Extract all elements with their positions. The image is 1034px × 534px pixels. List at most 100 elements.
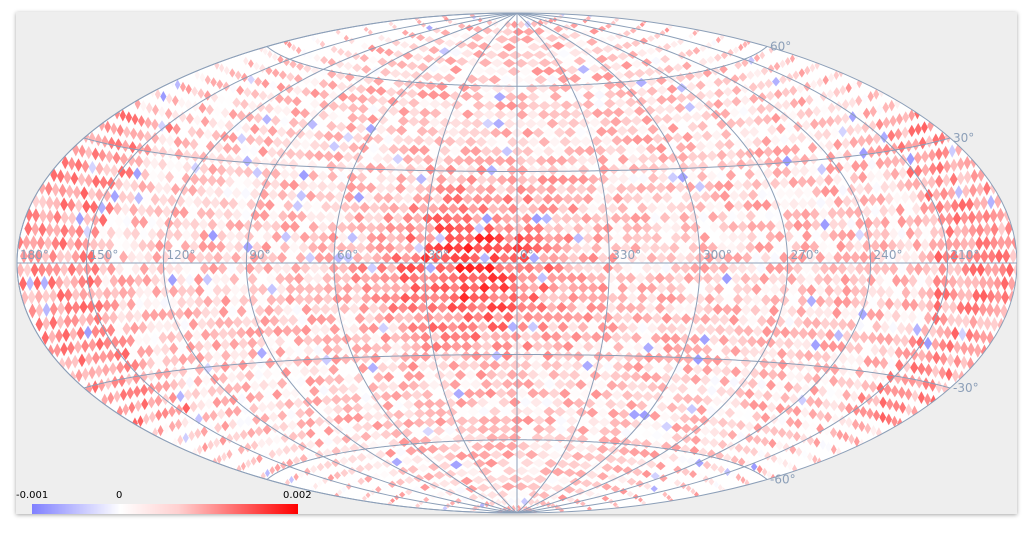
- sky-pixel: [464, 262, 476, 274]
- sky-pixel: [872, 262, 882, 276]
- sky-pixel: [586, 154, 599, 166]
- sky-pixel: [326, 160, 337, 172]
- sky-pixel: [365, 222, 377, 234]
- sky-pixel: [268, 411, 279, 423]
- sky-pixel: [704, 180, 715, 192]
- sky-pixel: [932, 351, 941, 365]
- sky-pixel: [32, 207, 40, 223]
- sky-pixel: [189, 218, 200, 231]
- sky-pixel: [174, 79, 181, 90]
- sky-pixel: [975, 209, 984, 225]
- sky-pixel: [240, 461, 246, 471]
- sky-pixel: [298, 169, 309, 181]
- sky-pixel: [795, 447, 803, 457]
- sky-pixel: [501, 146, 513, 157]
- sky-pixel: [412, 154, 424, 165]
- sky-pixel: [299, 108, 310, 119]
- sky-pixel: [319, 100, 330, 110]
- sky-pixel: [77, 172, 86, 187]
- sky-pixel: [532, 458, 546, 468]
- sky-pixel: [704, 79, 715, 89]
- sky-pixel: [300, 324, 312, 336]
- sky-pixel: [314, 375, 326, 386]
- sky-pixel: [143, 413, 150, 425]
- sky-pixel: [602, 44, 614, 53]
- sky-pixel: [626, 125, 639, 136]
- sky-pixel: [91, 147, 100, 161]
- sky-pixel: [98, 324, 108, 338]
- sky-pixel: [527, 321, 539, 333]
- sky-pixel: [934, 250, 943, 264]
- sky-pixel: [560, 331, 572, 343]
- sky-pixel: [964, 288, 973, 303]
- sky-pixel: [776, 456, 784, 466]
- sky-pixel: [587, 174, 599, 185]
- sky-pixel: [580, 331, 592, 343]
- sky-pixel: [483, 475, 498, 484]
- sky-pixel: [327, 221, 338, 233]
- sky-pixel: [662, 362, 674, 374]
- sky-pixel: [686, 403, 698, 415]
- sky-pixel: [67, 262, 77, 277]
- sky-pixel: [743, 409, 753, 421]
- sky-pixel: [689, 414, 700, 425]
- sky-pixel: [541, 397, 553, 408]
- sky-pixel: [487, 272, 499, 284]
- sky-pixel: [582, 232, 594, 244]
- sky-pixel: [235, 262, 246, 275]
- sky-pixel: [233, 176, 244, 189]
- sky-pixel: [554, 379, 566, 390]
- sky-pixel: [173, 262, 184, 275]
- sky-pixel: [812, 105, 821, 117]
- sky-pixel: [533, 498, 541, 507]
- sky-pixel: [978, 302, 987, 317]
- sky-pixel: [244, 369, 255, 382]
- sky-pixel: [570, 82, 583, 92]
- sky-pixel: [769, 283, 781, 296]
- sky-pixel: [268, 80, 278, 91]
- sky-pixel: [179, 81, 186, 93]
- sky-pixel: [840, 307, 851, 320]
- sky-pixel: [719, 375, 730, 387]
- sky-pixel: [896, 113, 904, 126]
- sky-pixel: [229, 360, 239, 372]
- sky-pixel: [632, 467, 643, 477]
- sky-pixel: [572, 341, 584, 352]
- sky-pixel: [635, 96, 647, 107]
- sky-pixel: [688, 242, 699, 254]
- sky-pixel: [340, 353, 352, 365]
- sky-pixel: [317, 180, 328, 192]
- sky-pixel: [438, 461, 452, 471]
- sky-pixel: [908, 335, 917, 349]
- sky-pixel: [816, 163, 827, 176]
- sky-pixel: [24, 221, 33, 237]
- sky-pixel: [413, 399, 425, 410]
- sky-pixel: [708, 416, 719, 427]
- sky-pixel: [545, 155, 558, 166]
- sky-pixel: [827, 240, 837, 253]
- sky-pixel: [642, 192, 653, 204]
- sky-pixel: [304, 407, 315, 418]
- sky-pixel: [360, 332, 372, 344]
- sky-pixel: [31, 221, 40, 237]
- sky-pixel: [542, 193, 554, 205]
- sky-pixel: [876, 332, 886, 345]
- sky-pixel: [730, 455, 739, 465]
- sky-pixel: [464, 232, 475, 244]
- sky-pixel: [513, 223, 525, 234]
- sky-pixel: [878, 369, 888, 382]
- sky-pixel: [327, 231, 339, 244]
- sky-pixel: [833, 70, 840, 81]
- hammer-aitoff-sky-map[interactable]: 180° 150° 120° 90° 60° 30° 0° 330° 300° 270° 240° 2…: [16, 12, 1017, 514]
- sky-pixel: [360, 42, 369, 50]
- sky-pixel: [801, 119, 811, 131]
- sky-pixel: [666, 402, 678, 413]
- sky-pixel: [324, 374, 335, 386]
- longitude-label: 240°: [874, 248, 903, 262]
- sky-pixel: [946, 339, 955, 353]
- sky-pixel: [252, 166, 263, 179]
- sky-pixel: [551, 213, 563, 225]
- sky-pixel: [744, 388, 755, 400]
- sky-pixel: [601, 483, 612, 491]
- sky-pixel: [383, 371, 395, 383]
